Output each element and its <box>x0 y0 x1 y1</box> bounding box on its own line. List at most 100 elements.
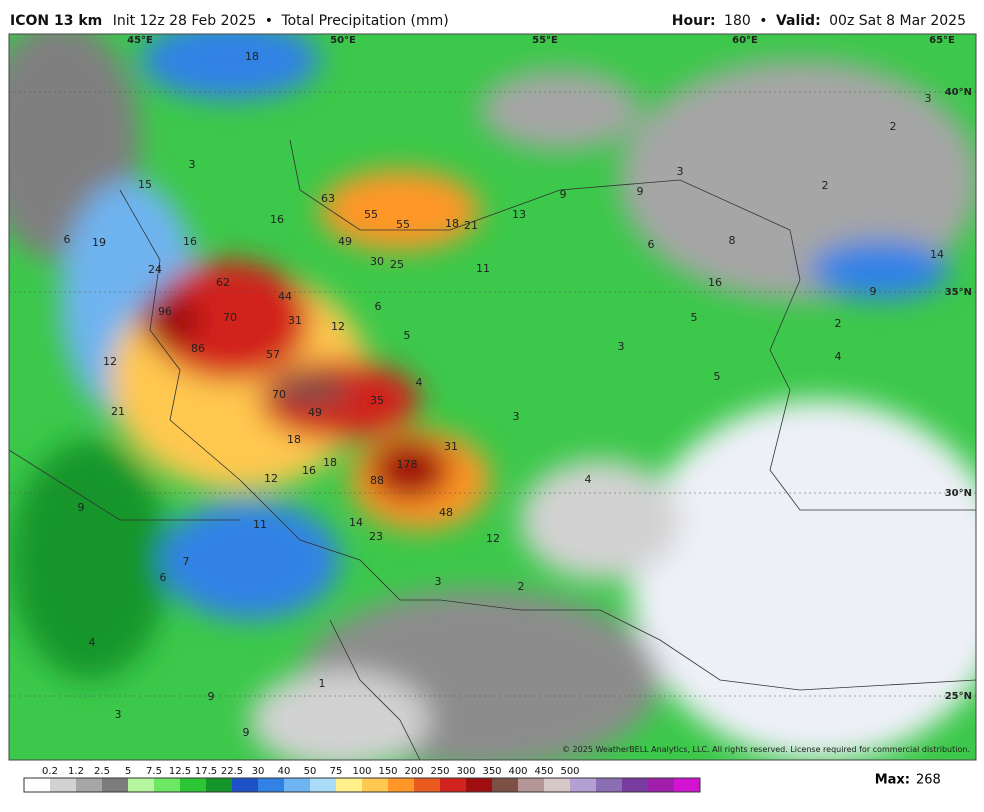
colorbar-swatch <box>76 778 103 792</box>
precip-label: 12 <box>486 532 500 545</box>
precip-label: 24 <box>148 263 162 276</box>
precip-label: 3 <box>513 410 520 423</box>
precip-label: 21 <box>464 219 478 232</box>
colorbar-swatch <box>336 778 363 792</box>
colorbar-label: 1.2 <box>68 766 84 777</box>
borders <box>9 139 976 760</box>
precip-label: 3 <box>618 340 625 353</box>
precip-label: 12 <box>331 320 345 333</box>
colorbar-label: 0.2 <box>42 766 58 777</box>
header-right: Hour: 180 • Valid: 00z Sat 8 Mar 2025 <box>672 13 966 29</box>
precip-label: 12 <box>103 355 117 368</box>
precip-label: 55 <box>364 208 378 221</box>
colorbar-swatch <box>518 778 545 792</box>
map-labels: 45°E 50°E 55°E 60°E 65°E40°N35°N30°N25°N1831… <box>64 35 973 739</box>
precip-label: 3 <box>189 158 196 171</box>
precip-label: 7 <box>183 555 190 568</box>
precip-label: 16 <box>708 276 722 289</box>
border <box>119 189 440 601</box>
latitude-label: 40°N <box>945 87 972 98</box>
precip-label: 88 <box>370 474 384 487</box>
precip-label: 86 <box>191 342 205 355</box>
colorbar-label: 200 <box>404 766 423 777</box>
precip-label: 9 <box>637 185 644 198</box>
longitude-label: 50°E <box>330 35 356 46</box>
graticule <box>9 91 976 697</box>
longitude-label: 60°E <box>732 35 758 46</box>
colorbar-swatch <box>362 778 389 792</box>
colorbar-label: 400 <box>508 766 527 777</box>
colorbar-label: 30 <box>252 766 265 777</box>
precip-label: 31 <box>288 314 302 327</box>
precip-label: 14 <box>349 516 363 529</box>
precip-label: 44 <box>278 290 292 303</box>
precip-label: 57 <box>266 348 280 361</box>
colorbar-label: 17.5 <box>195 766 217 777</box>
colorbar-label: 50 <box>304 766 317 777</box>
colorbar-swatch <box>310 778 337 792</box>
precip-label: 9 <box>243 726 250 739</box>
colorbar-label: 150 <box>378 766 397 777</box>
precip-label: 3 <box>677 165 684 178</box>
border <box>9 449 240 521</box>
latitude-label: 30°N <box>945 488 972 499</box>
latitude-label: 35°N <box>945 287 972 298</box>
colorbar-swatch <box>544 778 571 792</box>
precip-label: 14 <box>930 248 944 261</box>
colorbar-swatch <box>24 778 51 792</box>
hour: 180 <box>724 13 751 29</box>
colorbar-swatch <box>206 778 233 792</box>
precip-label: 15 <box>138 178 152 191</box>
colorbar-swatch <box>492 778 519 792</box>
precip-label: 11 <box>476 262 490 275</box>
longitude-label: 55°E <box>532 35 558 46</box>
precip-label: 4 <box>585 473 592 486</box>
precip-label: 30 <box>370 255 384 268</box>
colorbar-label: 22.5 <box>221 766 243 777</box>
precip-label: 3 <box>435 575 442 588</box>
precip-label: 18 <box>323 456 337 469</box>
precip-label: 6 <box>375 300 382 313</box>
colorbar-swatch <box>466 778 493 792</box>
colorbar-swatch <box>674 778 701 792</box>
border <box>289 139 976 511</box>
colorbar-label: 2.5 <box>94 766 110 777</box>
colorbar-label: 350 <box>482 766 501 777</box>
separator: • <box>759 13 767 29</box>
separator: • <box>265 13 273 29</box>
precip-label: 8 <box>729 234 736 247</box>
max-value: 268 <box>916 773 941 788</box>
precip-label: 4 <box>89 636 96 649</box>
precip-label: 11 <box>253 518 267 531</box>
precip-label: 2 <box>835 317 842 330</box>
precip-label: 31 <box>444 440 458 453</box>
colorbar-swatch <box>154 778 181 792</box>
precip-label: 63 <box>321 192 335 205</box>
colorbar-swatch <box>50 778 77 792</box>
precip-label: 19 <box>92 236 106 249</box>
precip-label: 9 <box>560 188 567 201</box>
precip-label: 2 <box>822 179 829 192</box>
copyright: © 2025 WeatherBELL Analytics, LLC. All r… <box>562 745 970 754</box>
precip-label: 9 <box>208 690 215 703</box>
precip-label: 13 <box>512 208 526 221</box>
precip-label: 4 <box>416 376 423 389</box>
colorbar-frame <box>23 777 701 793</box>
colorbar-swatch <box>258 778 285 792</box>
header-left: ICON 13 km Init 12z 28 Feb 2025 • Total … <box>10 13 449 29</box>
colorbar-label: 7.5 <box>146 766 162 777</box>
precip-label: 35 <box>370 394 384 407</box>
colorbar-swatch <box>180 778 207 792</box>
precip-field <box>9 34 976 760</box>
precip-label: 12 <box>264 472 278 485</box>
longitude-label: 65°E <box>929 35 955 46</box>
precip-label: 16 <box>302 464 316 477</box>
precip-label: 5 <box>714 370 721 383</box>
longitude-label: 45°E <box>127 35 153 46</box>
precip-label: 70 <box>223 311 237 324</box>
precip-label: 16 <box>270 213 284 226</box>
precip-label: 16 <box>183 235 197 248</box>
precip-label: 48 <box>439 506 453 519</box>
map: 45°E 50°E 55°E 60°E 65°E40°N35°N30°N25°N1831… <box>9 34 976 760</box>
